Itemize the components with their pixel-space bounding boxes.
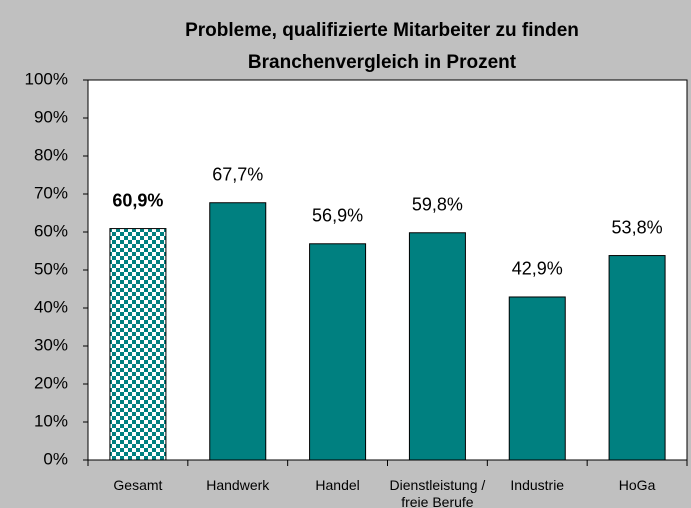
- value-label: 42,9%: [512, 259, 563, 279]
- y-tick-label: 10%: [34, 411, 68, 430]
- value-label: 53,8%: [612, 217, 663, 237]
- x-tick-label: HoGa: [618, 477, 656, 493]
- bar: [209, 202, 267, 461]
- chart-subtitle: Branchenvergleich in Prozent: [248, 52, 517, 73]
- x-tick-label: Dienstleistung / freie Berufe: [389, 477, 486, 508]
- y-tick-label: 20%: [34, 373, 68, 392]
- x-tick-label: Handel: [315, 477, 360, 493]
- value-label: 67,7%: [212, 164, 263, 184]
- y-tick-label: 40%: [34, 297, 68, 316]
- chart-title: Probleme, qualifizierte Mitarbeiter zu f…: [185, 20, 579, 41]
- y-tick-label: 30%: [34, 335, 68, 354]
- bar: [109, 228, 167, 461]
- y-tick-label: 70%: [34, 183, 68, 202]
- y-tick-label: 0%: [43, 449, 68, 468]
- bar: [309, 243, 367, 461]
- y-tick-label: 100%: [25, 69, 68, 88]
- x-tick-label: Industrie: [510, 477, 565, 493]
- x-tick-label: Gesamt: [113, 477, 163, 493]
- x-tick-label: Handwerk: [206, 477, 270, 493]
- plot-area: [87, 79, 688, 461]
- value-label: 59,8%: [412, 195, 463, 215]
- bar: [608, 255, 666, 461]
- y-tick-label: 50%: [34, 259, 68, 278]
- bar: [408, 232, 466, 461]
- value-label: 56,9%: [312, 206, 363, 226]
- value-label: 60,9%: [112, 190, 163, 210]
- y-tick-label: 90%: [34, 107, 68, 126]
- y-tick-label: 80%: [34, 145, 68, 164]
- y-tick-label: 60%: [34, 221, 68, 240]
- bar: [508, 296, 566, 461]
